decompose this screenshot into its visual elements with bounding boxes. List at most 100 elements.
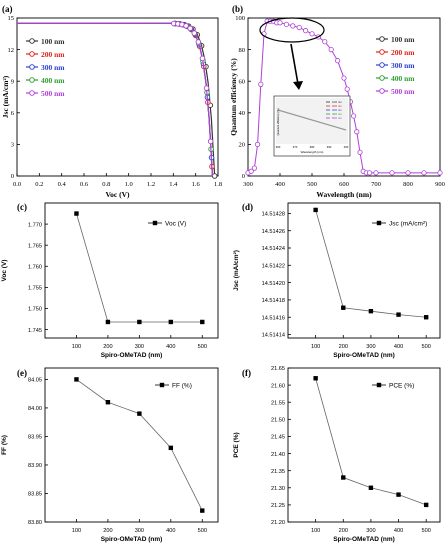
y-tick-label: 21.35 [271,469,285,475]
iv-curve-line [17,22,214,177]
y-tick-label: 1.760 [28,264,42,270]
x-tick-label: 300 [366,528,375,534]
x-tick-label: 1.0 [125,181,133,188]
y-tick-label: 21.60 [271,383,285,389]
y-tick-label: 14.51426 [262,229,285,235]
x-axis-label: Wavelength (nm) [316,190,372,199]
qe-data-marker [354,129,360,135]
x-tick-label: 100 [72,528,81,534]
legend-marker [379,75,385,81]
qe-data-marker [283,21,289,27]
data-point [313,376,318,381]
data-point [137,411,142,416]
qe-data-marker [328,46,334,53]
x-tick-label: 300 [366,344,375,350]
x-axis-label: Spiro-OMeTAD (nm) [333,536,395,543]
inset-x-tick-label: 380 [310,145,315,149]
x-tick-label: 100 [311,528,320,534]
y-tick-label: 14.51424 [262,246,285,252]
y-tick-label: 21.55 [271,400,285,406]
y-tick-label: 84.00 [28,406,42,412]
y-axis-label: Voc (V) [1,260,8,282]
y-axis-label: Quantum efficiency (%) [229,58,238,136]
plot-frame [287,367,441,523]
x-tick-label: 0.2 [35,181,43,188]
qe-data-marker [258,81,264,87]
x-tick-label: 200 [339,344,348,350]
iv-data-marker [183,23,189,29]
x-tick-label: 500 [198,528,207,534]
x-tick-label: 500 [198,344,207,350]
x-axis-label: Spiro-OMeTAD (nm) [101,352,163,359]
plot-frame [44,367,219,523]
y-axis-label: Jsc (mA/cm²) [233,250,240,291]
iv-data-marker [191,30,198,36]
iv-curve-line [17,22,216,177]
qe-data-marker [421,170,427,176]
legend-marker [29,51,35,57]
panel-label: (d) [242,202,253,212]
data-point [368,485,374,490]
panel-label: (c) [17,202,27,212]
data-point [105,400,111,405]
legend-label: FF (%) [172,383,192,390]
y-tick-label: 80 [239,47,246,54]
x-tick-label: 500 [422,528,431,534]
qe-data-marker [302,28,309,34]
panel-d-jsc-vs-thickness: 100 200 300 400 500 14.51414 14.51416 14.51418 1… [233,202,441,359]
data-point [341,475,346,480]
panel-a-iv-curves: 0.0 0.2 0.4 0.6 0.8 1.0 1.2 1.4 1.6 1.8 0 3 6 9 12 15 Vo… [1,4,222,199]
plot-frame [44,202,219,339]
y-tick-label: 83.95 [28,435,42,441]
y-tick-label: 1.770 [28,222,42,228]
y-tick-label: 9 [11,78,14,85]
iv-curve-line [17,22,214,177]
y-tick-label: 83.85 [28,492,42,498]
legend-label: 200 nm [391,48,415,57]
y-tick-label: 14.51428 [262,212,285,218]
plot-frame [16,17,219,177]
panel-b-quantum-efficiency: 300 400 500 600 700 800 900 0 20 40 60 80 100 Wavelen… [229,4,445,199]
qe-data-marker [389,170,395,176]
legend-label: Voc (V) [165,221,186,228]
iv-data-marker [195,39,202,45]
inset-x-tick-label: 360 [276,145,281,149]
legend-label: 400 nm [391,74,415,83]
legend-marker [29,90,35,96]
legend-label: 100 nm [41,37,65,46]
y-tick-label: 12 [8,47,15,54]
panel-c-voc-vs-thickness: 100 200 300 400 500 1.745 1.750 1.755 1.760 1.765… [1,202,219,359]
y-tick-label: 14.51420 [262,281,285,287]
y-tick-label: 21.20 [271,520,285,526]
x-tick-label: 400 [394,528,403,534]
series-line [76,379,203,511]
x-tick-label: 400 [166,344,175,350]
y-tick-label: 21.25 [271,503,285,509]
panel-label: (b) [232,4,243,14]
y-axis-label: FF (%) [1,435,8,455]
y-tick-label: 1.745 [28,328,42,334]
qe-data-marker [290,23,296,29]
legend-marker [29,38,35,44]
x-tick-label: 600 [339,181,349,188]
y-tick-label: 14.51422 [262,264,285,270]
legend-marker [29,77,35,83]
legend-label: PCE (%) [389,383,414,390]
panel-f-pce-vs-thickness: 100 200 300 400 500 21.20 21.25 21.30 21.35 21.40… [233,366,441,543]
x-tick-label: 400 [275,181,285,188]
legend-label: 400 nm [41,76,65,85]
legend-marker [379,36,385,42]
data-point [74,377,79,382]
qe-data-marker [437,170,443,176]
qe-data-marker [341,75,347,81]
iv-data-marker [199,55,206,62]
data-point [74,211,79,216]
qe-data-marker [334,58,341,64]
qe-data-marker [322,39,328,45]
data-point [200,508,205,513]
x-tick-label: 1.2 [147,181,155,188]
plot-frame [287,202,441,339]
qe-data-marker [405,170,411,176]
inset-legend-label: 100 nm [332,100,343,104]
